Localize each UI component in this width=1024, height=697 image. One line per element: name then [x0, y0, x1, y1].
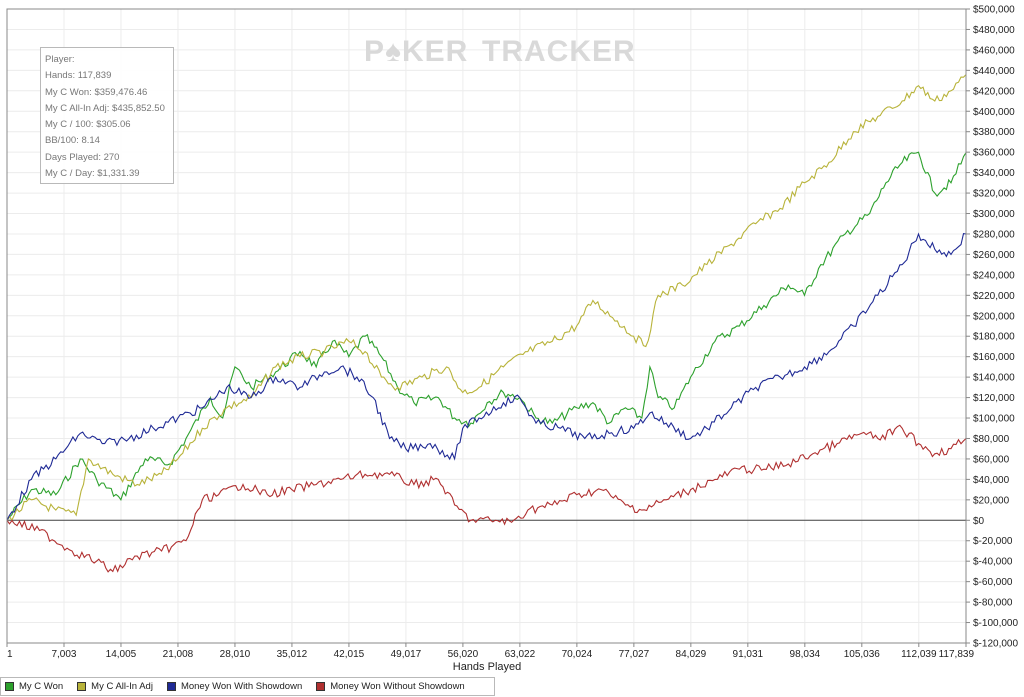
x-tick-label: 105,036 [844, 649, 881, 660]
x-tick-label: 98,034 [790, 649, 821, 660]
legend-item-my-c-won[interactable]: My C Won [5, 681, 63, 692]
y-tick-label: $220,000 [973, 291, 1015, 302]
series-lines [6, 74, 967, 573]
y-tick-label: $-100,000 [973, 618, 1018, 629]
stats-days-played: Days Played: 270 [45, 151, 120, 163]
y-tick-label: $280,000 [973, 229, 1015, 240]
y-tick-label: $100,000 [973, 414, 1015, 425]
y-tick-label: $-80,000 [973, 598, 1013, 609]
x-tick-label: 1 [7, 649, 13, 660]
stats-won: My C Won: $359,476.46 [45, 86, 148, 98]
series-line-my-c-won [6, 151, 967, 521]
y-tick-label: $480,000 [973, 25, 1015, 36]
y-tick-label: $500,000 [973, 5, 1015, 16]
stats-hands: Hands: 117,839 [45, 70, 112, 82]
y-tick-label: $320,000 [973, 189, 1015, 200]
x-tick-label: 7,003 [51, 649, 76, 660]
x-tick-label: 77,027 [619, 649, 650, 660]
line-chart: P♠KER TRACKER $-120,000 $-100,000 $-80,000… [6, 5, 1018, 673]
legend-swatch-without-showdown [316, 682, 326, 691]
x-tick-label: 21,008 [163, 649, 194, 660]
legend-item-all-in-adj[interactable]: My C All-In Adj [77, 681, 153, 692]
y-tick-label: $260,000 [973, 250, 1015, 261]
y-tick-label: $420,000 [973, 86, 1015, 97]
legend-swatch-with-showdown [166, 682, 176, 691]
y-tick-label: $80,000 [973, 434, 1010, 445]
x-tick-label: 28,010 [220, 649, 251, 660]
y-tick-label: $40,000 [973, 475, 1010, 486]
x-tick-label: 56,020 [448, 649, 479, 660]
x-axis-ticks: 1 7,003 14,005 21,008 28,010 35,012 42,015 49,0… [6, 643, 975, 660]
plot-frame [6, 8, 967, 644]
stats-per-day: My C / Day: $1,331.39 [45, 168, 140, 180]
legend-label: Money Won With Showdown [180, 681, 303, 692]
x-tick-label: 42,015 [334, 649, 365, 660]
y-tick-label: $340,000 [973, 168, 1015, 179]
y-tick-label: $180,000 [973, 332, 1015, 343]
stats-allin-adj: My C All-In Adj: $435,852.50 [45, 102, 165, 114]
y-tick-label: $240,000 [973, 270, 1015, 281]
y-tick-label: $460,000 [973, 45, 1015, 56]
legend-swatch-all-in-adj [77, 682, 87, 691]
watermark-tracker-text: TRACKER [482, 35, 636, 68]
y-tick-label: $120,000 [973, 393, 1015, 404]
series-line-money-won-without-showdown [6, 424, 967, 573]
x-tick-label: 49,017 [391, 649, 422, 660]
series-line-my-c-all-in-adj [6, 74, 967, 522]
legend-swatch-my-c-won [5, 682, 14, 691]
x-tick-label: 84,029 [676, 649, 707, 660]
stats-bb-100: BB/100: 8.14 [45, 135, 100, 147]
legend-item-without-showdown[interactable]: Money Won Without Showdown [316, 681, 465, 692]
x-tick-label: 91,031 [733, 649, 764, 660]
y-tick-label: $440,000 [973, 66, 1015, 77]
x-tick-label: 63,022 [505, 649, 536, 660]
y-tick-label: $0 [973, 516, 985, 527]
x-axis-label: Hands Played [453, 661, 522, 673]
legend-label: My C Won [19, 681, 64, 692]
grid-lines [6, 8, 967, 644]
y-tick-label: $20,000 [973, 495, 1010, 506]
watermark: P♠KER TRACKER [364, 35, 636, 68]
legend-item-with-showdown[interactable]: Money Won With Showdown [166, 681, 303, 692]
legend-label: Money Won Without Showdown [330, 681, 465, 692]
y-tick-label: $300,000 [973, 209, 1015, 220]
stats-player-label: Player: [45, 54, 75, 65]
x-tick-label: 35,012 [277, 649, 308, 660]
y-tick-label: $380,000 [973, 127, 1015, 138]
y-tick-label: $160,000 [973, 352, 1015, 363]
y-tick-label: $140,000 [973, 373, 1015, 384]
chart-legend: My C Won My C All-In Adj Money Won With … [0, 677, 495, 696]
y-tick-label: $60,000 [973, 454, 1010, 465]
y-tick-label: $-120,000 [973, 639, 1018, 650]
player-stats-box: Player: Hands: 117,839 My C Won: $359,47… [40, 47, 174, 184]
x-tick-label: 70,024 [562, 649, 593, 660]
y-axis-ticks: $-120,000 $-100,000 $-80,000 $-60,000 $-40,0… [966, 5, 1018, 650]
series-line-money-won-with-showdown [6, 232, 967, 521]
x-tick-label: 14,005 [106, 649, 137, 660]
y-tick-label: $-20,000 [973, 536, 1013, 547]
x-tick-label: 112,039 [901, 649, 937, 660]
y-tick-label: $-60,000 [973, 577, 1013, 588]
y-tick-label: $360,000 [973, 148, 1015, 159]
y-tick-label: $-40,000 [973, 557, 1013, 568]
y-tick-label: $400,000 [973, 107, 1015, 118]
y-tick-label: $200,000 [973, 311, 1015, 322]
legend-label: My C All-In Adj [91, 681, 153, 692]
stats-per-100: My C / 100: $305.06 [45, 119, 131, 131]
watermark-poker-text: P♠KER [364, 35, 468, 68]
x-tick-label: 117,839 [939, 649, 975, 660]
